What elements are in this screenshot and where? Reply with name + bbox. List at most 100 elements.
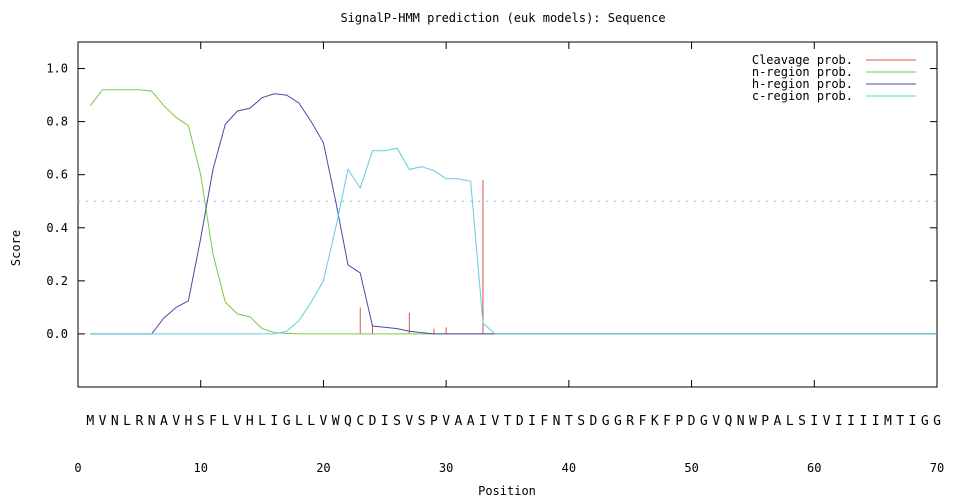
sequence-residue: R [626,414,634,429]
sequence-residue: I [528,414,536,429]
sequence-residue: L [258,414,266,429]
sequence-residue: L [123,414,131,429]
sequence-residue: S [577,414,585,429]
x-tick-label: 40 [562,461,576,475]
sequence-residue: D [688,414,696,429]
sequence-residue: A [774,414,782,429]
sequence-residue: V [405,414,413,429]
y-axis-label: Score [9,230,23,266]
sequence-residue: P [430,414,438,429]
sequence-residue: N [553,414,561,429]
sequence-residue: V [320,414,328,429]
x-tick-label: 0 [74,461,81,475]
sequence-residue: I [270,414,278,429]
sequence-residue: M [86,414,94,429]
chart-title: SignalP-HMM prediction (euk models): Seq… [340,11,665,25]
sequence-residue: I [859,414,867,429]
sequence-residue: F [639,414,647,429]
sequence-residue: S [393,414,401,429]
sequence-residue: L [307,414,315,429]
sequence-residue: C [356,414,364,429]
sequence-residue: V [823,414,831,429]
x-tick-label: 60 [807,461,821,475]
sequence-residue: F [663,414,671,429]
sequence-residue: Q [724,414,732,429]
sequence-residue: T [565,414,573,429]
sequence-residue: S [418,414,426,429]
sequence-residue: T [504,414,512,429]
sequence-residue: N [737,414,745,429]
sequence-residue: M [884,414,892,429]
sequence-residue: H [185,414,193,429]
sequence-residue: D [369,414,377,429]
series-line-3 [90,147,937,335]
sequence-residue: G [700,414,708,429]
sequence-residue: V [491,414,499,429]
sequence-residue: P [675,414,683,429]
plot-frame [77,41,938,388]
sequence-residue: A [467,414,475,429]
sequence-residue: L [786,414,794,429]
sequence-residue: I [479,414,487,429]
sequence-residue: L [221,414,229,429]
series-line-1 [89,89,937,335]
y-axis: 0.0 0.2 0.4 0.6 0.8 1.0 [46,62,937,341]
sequence-residue: V [99,414,107,429]
sequence-residue: S [197,414,205,429]
sequence-residue: F [209,414,217,429]
sequence-residue: I [835,414,843,429]
sequence-residue: V [172,414,180,429]
legend: Cleavage prob.n-region prob.h-region pro… [752,53,916,103]
sequence-residue: D [589,414,597,429]
x-axis: 0 10 20 30 40 50 60 70 [74,42,944,475]
x-axis-label: Position [478,484,536,498]
sequence-residue: Q [344,414,352,429]
sequence-residue: G [602,414,610,429]
series-line-2 [90,93,937,335]
legend-label: h-region prob. [752,77,853,91]
x-tick-label: 10 [193,461,207,475]
sequence-residue: S [798,414,806,429]
y-tick-label: 0.2 [46,274,68,288]
sequence-residue: V [712,414,720,429]
sequence-residue: R [135,414,143,429]
sequence-residue: G [283,414,291,429]
sequence-residue: I [872,414,880,429]
sequence-residue: G [933,414,941,429]
x-tick-label: 30 [439,461,453,475]
sequence-residue: I [381,414,389,429]
sequence-residue: I [909,414,917,429]
y-tick-label: 0.4 [46,221,68,235]
sequence-residue: G [614,414,622,429]
sequence-residue: V [234,414,242,429]
sequence-residue: W [749,414,757,429]
y-tick-label: 0.0 [46,327,68,341]
legend-label: c-region prob. [752,89,853,103]
sequence-residue: V [442,414,450,429]
y-tick-label: 1.0 [46,62,68,76]
sequence-residue: A [455,414,463,429]
sequence-residue: A [160,414,168,429]
sequence-residue: G [921,414,929,429]
sequence-residue: F [540,414,548,429]
y-tick-label: 0.8 [46,115,68,129]
sequence-residue: W [332,414,340,429]
sequence-residue: P [761,414,769,429]
sequence-residue: N [111,414,119,429]
series-layer [89,89,937,335]
x-tick-label: 70 [930,461,944,475]
sequence-residue: D [516,414,524,429]
sequence-residue: K [651,414,659,429]
sequence-residue: T [896,414,904,429]
legend-label: Cleavage prob. [752,53,853,67]
sequence-residue: I [810,414,818,429]
sequence-residue: N [148,414,156,429]
x-tick-label: 50 [684,461,698,475]
sequence-residue: H [246,414,254,429]
x-tick-label: 20 [316,461,330,475]
sequence-residue: L [295,414,303,429]
y-tick-label: 0.6 [46,168,68,182]
legend-label: n-region prob. [752,65,853,79]
